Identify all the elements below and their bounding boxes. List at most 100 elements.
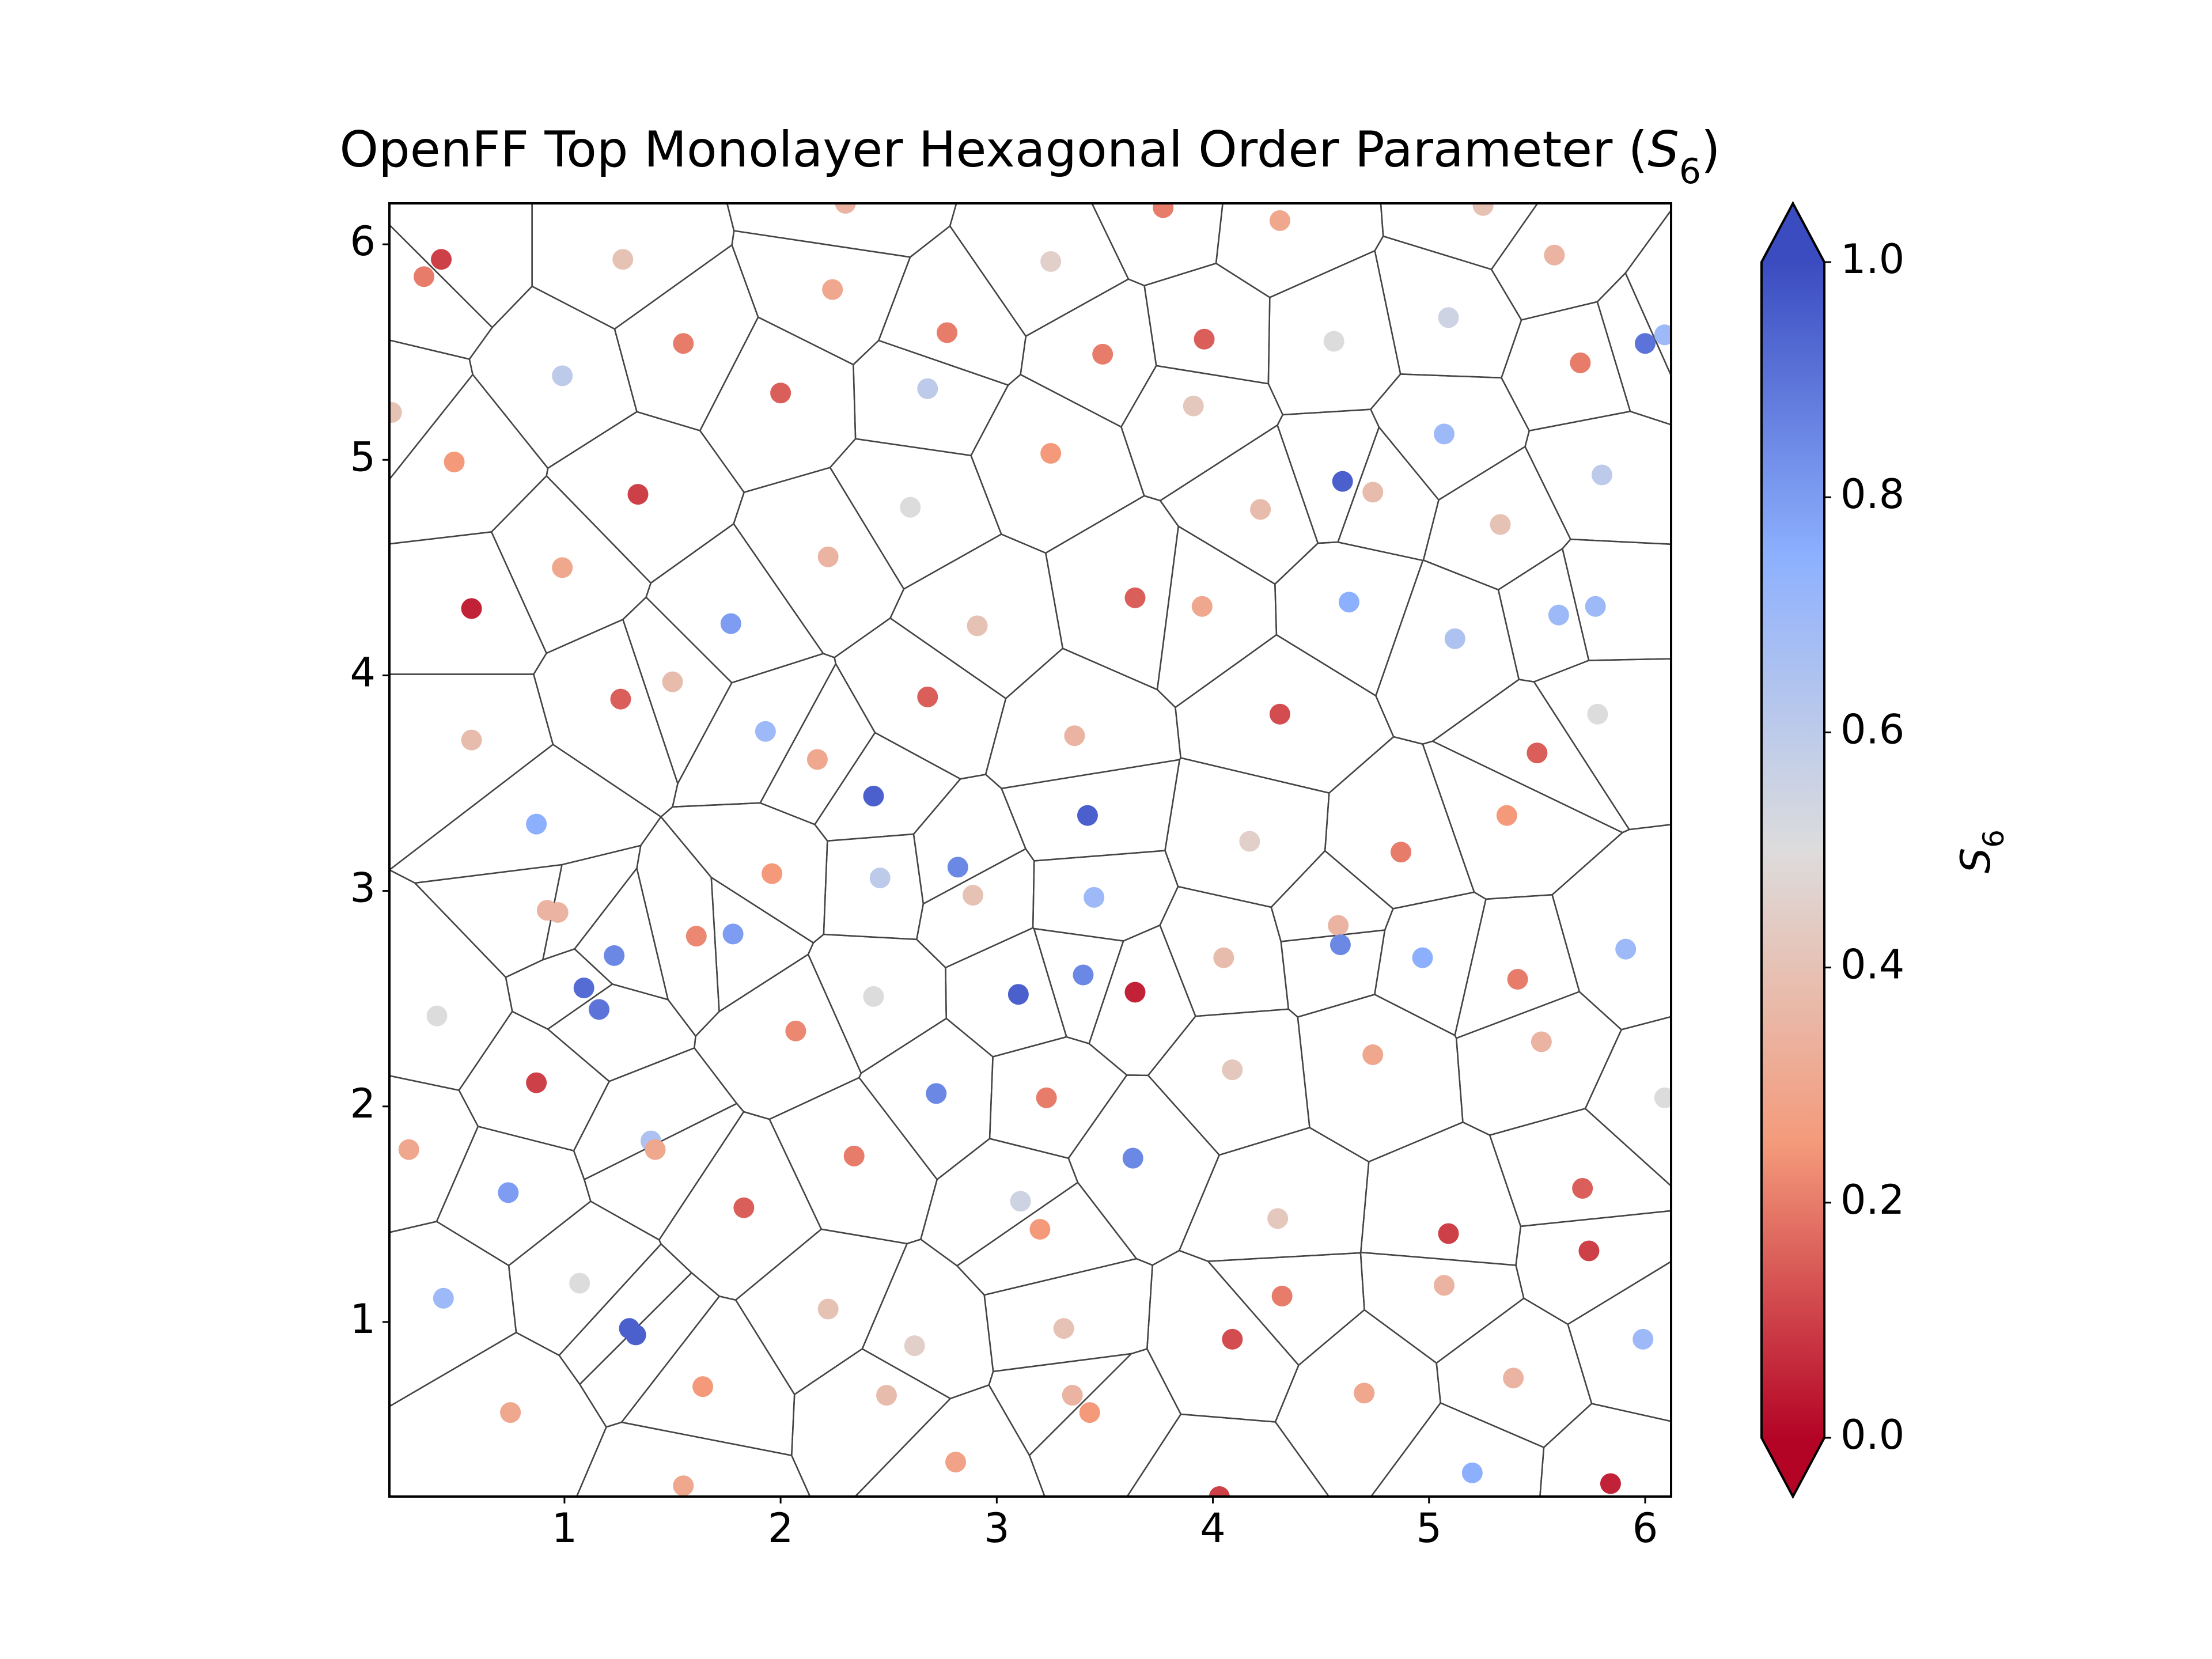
voronoi-cell (1067, 1074, 1221, 1266)
voronoi-cell (1156, 525, 1278, 709)
voronoi-cell (919, 1138, 1079, 1267)
point (1062, 1385, 1083, 1406)
colorbar-extend-top (1762, 203, 1824, 262)
point (433, 1287, 454, 1309)
point (1600, 1473, 1621, 1494)
point (1444, 628, 1465, 649)
voronoi-cell (1277, 408, 1380, 544)
point (1633, 1328, 1654, 1350)
point (1434, 423, 1455, 445)
voronoi-cell (575, 1421, 811, 1497)
point (1615, 938, 1637, 960)
voronoi-cell (636, 816, 720, 1037)
point (1548, 604, 1569, 626)
voronoi-cell (578, 1271, 721, 1428)
x-tick-label: 1 (552, 1505, 578, 1552)
title-text: ) (1701, 121, 1721, 179)
colorbar (1762, 262, 1824, 1438)
voronoi-cell (854, 1384, 1046, 1497)
voronoi-cell (813, 732, 962, 842)
point (610, 688, 631, 710)
voronoi-cell (945, 927, 1067, 1058)
point (835, 203, 856, 214)
y-tick-label: 2 (350, 1080, 376, 1127)
point (1654, 324, 1671, 346)
voronoi-cell (1501, 301, 1631, 432)
point (1007, 984, 1029, 1005)
voronoi-cell (1624, 209, 1671, 376)
point (1029, 1219, 1051, 1240)
point (1585, 596, 1606, 617)
point (547, 902, 569, 923)
point (1271, 1286, 1293, 1307)
point (673, 333, 694, 354)
point (1036, 1087, 1057, 1108)
point (1587, 703, 1608, 725)
point (1490, 514, 1511, 535)
colorbar-label-subscript: 6 (1977, 830, 2010, 848)
point (963, 885, 984, 906)
voronoi-cell (956, 1181, 1138, 1296)
colorbar-tick-label: 0.6 (1840, 706, 1904, 753)
voronoi-cell (1370, 1402, 1545, 1497)
point (1153, 203, 1174, 218)
voronoi-cell (733, 467, 905, 658)
voronoi-cell (1375, 559, 1520, 745)
point (588, 999, 609, 1020)
point (1239, 831, 1260, 852)
point (1507, 969, 1528, 990)
voronoi-cell (1490, 203, 1671, 321)
voronoi-cell (1215, 203, 1384, 298)
voronoi-cell (861, 1238, 994, 1400)
point (762, 863, 783, 884)
voronoi-cell (1533, 658, 1671, 831)
title-text: OpenFF Top Monolayer Hexagonal Order Par… (339, 121, 1647, 179)
point (604, 945, 625, 966)
voronoi-cell (660, 802, 828, 944)
colorbar-label: S6 (1952, 830, 2010, 873)
point (785, 1020, 806, 1041)
point (1079, 1402, 1100, 1423)
point (569, 1272, 590, 1294)
point (625, 1324, 646, 1346)
voronoi-cell (1120, 365, 1284, 502)
point (937, 322, 958, 343)
point (1191, 596, 1213, 617)
point (1092, 343, 1113, 365)
point (1209, 1486, 1230, 1497)
voronoi-cell (1159, 424, 1319, 585)
voronoi-cell (389, 373, 549, 545)
x-tick-label: 3 (984, 1505, 1010, 1552)
point (645, 1139, 666, 1160)
point (1572, 1177, 1593, 1199)
voronoi-cell (645, 522, 825, 684)
x-tick-label: 6 (1633, 1505, 1658, 1552)
point (1570, 352, 1591, 373)
voronoi-cell (1336, 426, 1440, 562)
axes: 1 2 3 4 5 6 1 2 3 4 5 6 0.0 0.2 0.4 0.6 0.8 1.0 (350, 200, 1904, 1552)
y-tick-label: 4 (350, 649, 376, 696)
colorbar-tick-label: 0.2 (1840, 1176, 1904, 1224)
axes-frame (388, 202, 1672, 1498)
x-tick-label: 4 (1200, 1505, 1226, 1552)
point (1531, 1031, 1552, 1052)
voronoi-cell (1020, 278, 1157, 428)
voronoi-cell (694, 953, 862, 1120)
voronoi-cell (389, 743, 662, 884)
voronoi-cell (1297, 994, 1464, 1163)
point (1124, 982, 1146, 1003)
point (1412, 947, 1433, 968)
point (917, 378, 938, 399)
point (1438, 307, 1459, 328)
point (1124, 587, 1146, 608)
point (1077, 805, 1098, 826)
voronoi-cell (1497, 547, 1590, 683)
point (967, 615, 988, 637)
point (1434, 1275, 1455, 1296)
voronoi-cell (1033, 927, 1124, 1045)
title-symbol: S (1647, 121, 1679, 179)
point (1040, 251, 1062, 272)
voronoi-cell (1147, 1008, 1310, 1156)
voronoi-cell (988, 1353, 1134, 1457)
voronoi (389, 203, 1671, 1497)
